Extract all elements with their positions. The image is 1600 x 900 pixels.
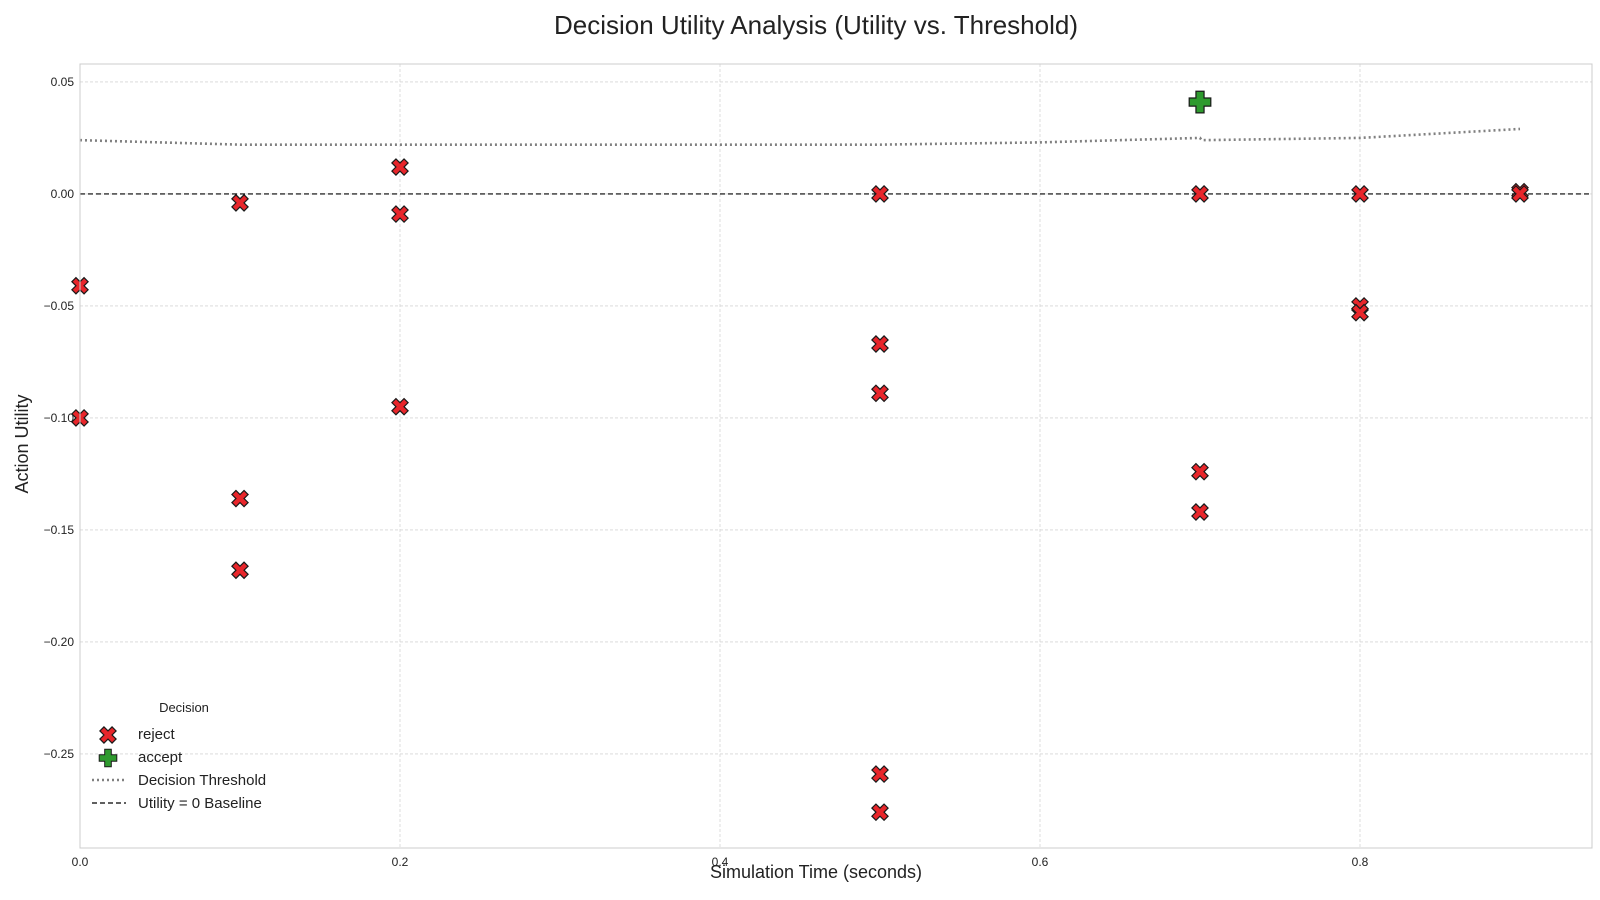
reject-point (871, 384, 889, 403)
reject-point (231, 561, 249, 580)
legend-entry-label: reject (138, 726, 176, 743)
plot-frame (79, 63, 1593, 849)
reject-point (391, 205, 409, 224)
x-tick-label: 0.2 (392, 855, 409, 869)
tick-labels: 0.0 0.2 0.4 0.6 0.8 0.05 0.00 −0.05 −0.10 −0.15 −0… (44, 75, 1369, 869)
reject-point (231, 489, 249, 508)
grid (79, 64, 1592, 848)
chart-title: Decision Utility Analysis (Utility vs. T… (554, 10, 1078, 40)
reject-point (1191, 503, 1209, 521)
legend-reject-marker (99, 726, 117, 744)
reject-point (1351, 303, 1369, 322)
legend-entry-label: Decision Threshold (138, 772, 266, 789)
y-tick-label: 0.05 (51, 75, 75, 89)
legend: Decision reject accept Decision Threshold Ut… (92, 700, 266, 812)
x-tick-label: 0.8 (1352, 855, 1369, 869)
y-tick-label: −0.05 (44, 299, 75, 313)
x-tick-label: 0.0 (72, 855, 89, 869)
decision-threshold-line (79, 127, 1521, 146)
y-axis-label: Action Utility (12, 394, 32, 493)
reject-point (391, 158, 409, 176)
y-tick-label: −0.20 (44, 635, 75, 649)
reject-point (871, 335, 889, 353)
y-tick-label: −0.25 (44, 747, 75, 761)
legend-entry-label: Utility = 0 Baseline (138, 795, 262, 812)
y-tick-label: −0.10 (44, 411, 75, 425)
reject-point (871, 184, 889, 203)
y-tick-label: −0.15 (44, 523, 75, 537)
x-tick-label: 0.4 (712, 855, 729, 869)
x-tick-label: 0.6 (1032, 855, 1049, 869)
reject-point (391, 397, 409, 416)
reject-point (1191, 184, 1209, 203)
legend-entry-label: accept (138, 749, 183, 766)
reject-point (1351, 184, 1369, 203)
accept-point (1188, 90, 1212, 114)
data-points (71, 90, 1529, 822)
legend-title: Decision (159, 700, 209, 715)
reject-point (871, 765, 889, 784)
legend-accept-marker (98, 748, 118, 768)
x-axis-label: Simulation Time (seconds) (710, 862, 922, 882)
reject-point (1191, 462, 1209, 481)
reject-point (871, 803, 889, 822)
y-tick-label: 0.00 (51, 187, 75, 201)
reject-point (1511, 184, 1529, 203)
reject-point (231, 193, 249, 212)
series-lines (79, 127, 1592, 195)
